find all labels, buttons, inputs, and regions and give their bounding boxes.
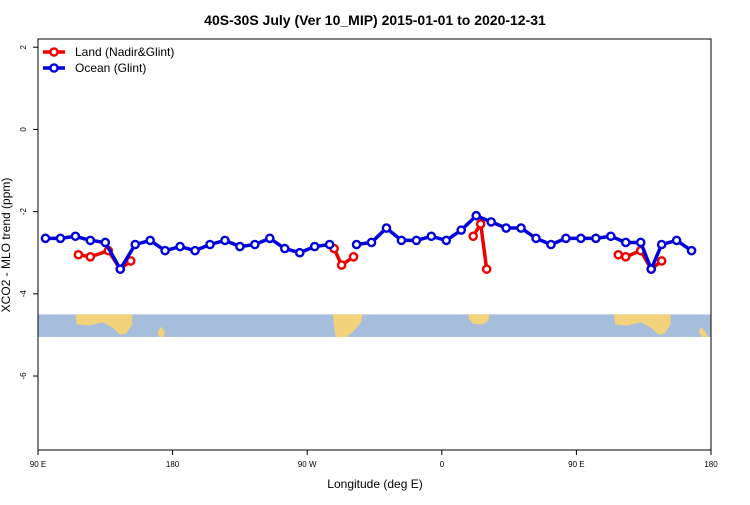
data-point-ocean	[309, 241, 320, 252]
map-land	[75, 314, 133, 335]
data-point-ocean	[381, 223, 392, 233]
plot-frame	[37, 38, 712, 451]
x-tick-label: 0	[440, 460, 445, 469]
data-point-land	[481, 264, 492, 274]
legend-marker	[49, 63, 59, 73]
y-tick-label: -6	[19, 372, 28, 380]
legend-label: Ocean (Glint)	[75, 61, 146, 75]
map-land	[699, 326, 709, 337]
y-tick-label: -4	[19, 290, 28, 298]
data-point-ocean	[441, 235, 452, 246]
data-point-ocean	[620, 237, 631, 248]
legend-marker	[49, 47, 59, 57]
series-ocean	[40, 210, 697, 274]
data-point-ocean	[656, 239, 667, 250]
x-tick-label: 90 E	[30, 460, 46, 469]
data-point-ocean	[671, 235, 682, 246]
data-point-ocean	[531, 233, 541, 244]
data-point-ocean	[85, 235, 96, 246]
data-point-ocean	[145, 235, 155, 246]
data-point-ocean	[486, 217, 496, 227]
y-axis-label: XCO2 - MLO trend (ppm)	[0, 178, 13, 313]
map-land	[613, 314, 671, 335]
map-band	[38, 314, 711, 337]
data-point-ocean	[40, 233, 51, 244]
data-point-ocean	[175, 241, 185, 252]
y-tick-label: 0	[19, 127, 28, 132]
data-point-ocean	[324, 239, 335, 250]
data-point-ocean	[220, 235, 230, 246]
data-point-ocean	[70, 231, 81, 242]
data-point-land	[656, 256, 667, 266]
data-point-land	[85, 252, 96, 262]
data-point-land	[348, 252, 359, 262]
chart-title: 40S-30S July (Ver 10_MIP) 2015-01-01 to …	[204, 12, 546, 28]
data-point-ocean	[471, 210, 481, 221]
data-point-ocean	[501, 223, 511, 233]
data-point-ocean	[576, 233, 586, 244]
data-point-ocean	[561, 233, 571, 244]
data-point-ocean	[265, 233, 275, 244]
y-tick-label: 2	[19, 44, 28, 49]
legend: Land (Nadir&Glint) Ocean (Glint)	[43, 45, 174, 75]
data-point-land	[336, 260, 347, 270]
data-point-ocean	[351, 239, 362, 250]
x-tick-label: 180	[166, 460, 180, 469]
data-point-ocean	[591, 233, 601, 244]
data-point-land	[475, 219, 486, 229]
x-axis-label: Longitude (deg E)	[327, 477, 422, 491]
data-point-ocean	[366, 237, 377, 248]
data-point-ocean	[635, 237, 646, 248]
series-layer	[40, 210, 697, 274]
x-tick-label: 90 E	[568, 460, 584, 469]
data-point-ocean	[190, 245, 200, 256]
legend-label: Land (Nadir&Glint)	[75, 45, 174, 59]
data-point-ocean	[605, 231, 616, 242]
data-point-ocean	[516, 223, 526, 233]
map-land	[157, 326, 166, 337]
data-point-ocean	[235, 241, 245, 252]
data-point-ocean	[456, 225, 467, 235]
data-point-ocean	[279, 243, 290, 254]
y-tick-label: -2	[19, 208, 28, 216]
data-point-ocean	[250, 239, 260, 250]
data-point-ocean	[294, 247, 305, 258]
axis-ticks: 90 E 180 90 W 0 90 E 180 2 0 -2 -4 -6	[19, 44, 718, 469]
data-point-ocean	[130, 239, 141, 250]
map-land	[468, 314, 490, 325]
data-point-ocean	[686, 245, 697, 256]
data-point-ocean	[100, 237, 111, 248]
data-point-ocean	[411, 235, 422, 246]
data-point-ocean	[426, 231, 437, 242]
data-point-ocean	[115, 264, 126, 274]
data-point-ocean	[205, 239, 215, 250]
data-point-land	[468, 231, 479, 242]
map-land	[332, 314, 363, 337]
map-ocean	[38, 314, 711, 337]
data-point-land	[613, 249, 624, 260]
data-point-land	[73, 249, 84, 260]
data-point-ocean	[546, 239, 556, 250]
x-tick-label: 180	[704, 460, 718, 469]
x-tick-label: 90 W	[298, 460, 317, 469]
data-point-ocean	[396, 235, 407, 246]
series-land	[73, 219, 667, 274]
data-point-ocean	[55, 233, 66, 244]
data-point-land	[620, 252, 631, 262]
series-line-land	[471, 222, 489, 271]
data-point-ocean	[646, 264, 656, 274]
data-point-ocean	[160, 245, 170, 256]
